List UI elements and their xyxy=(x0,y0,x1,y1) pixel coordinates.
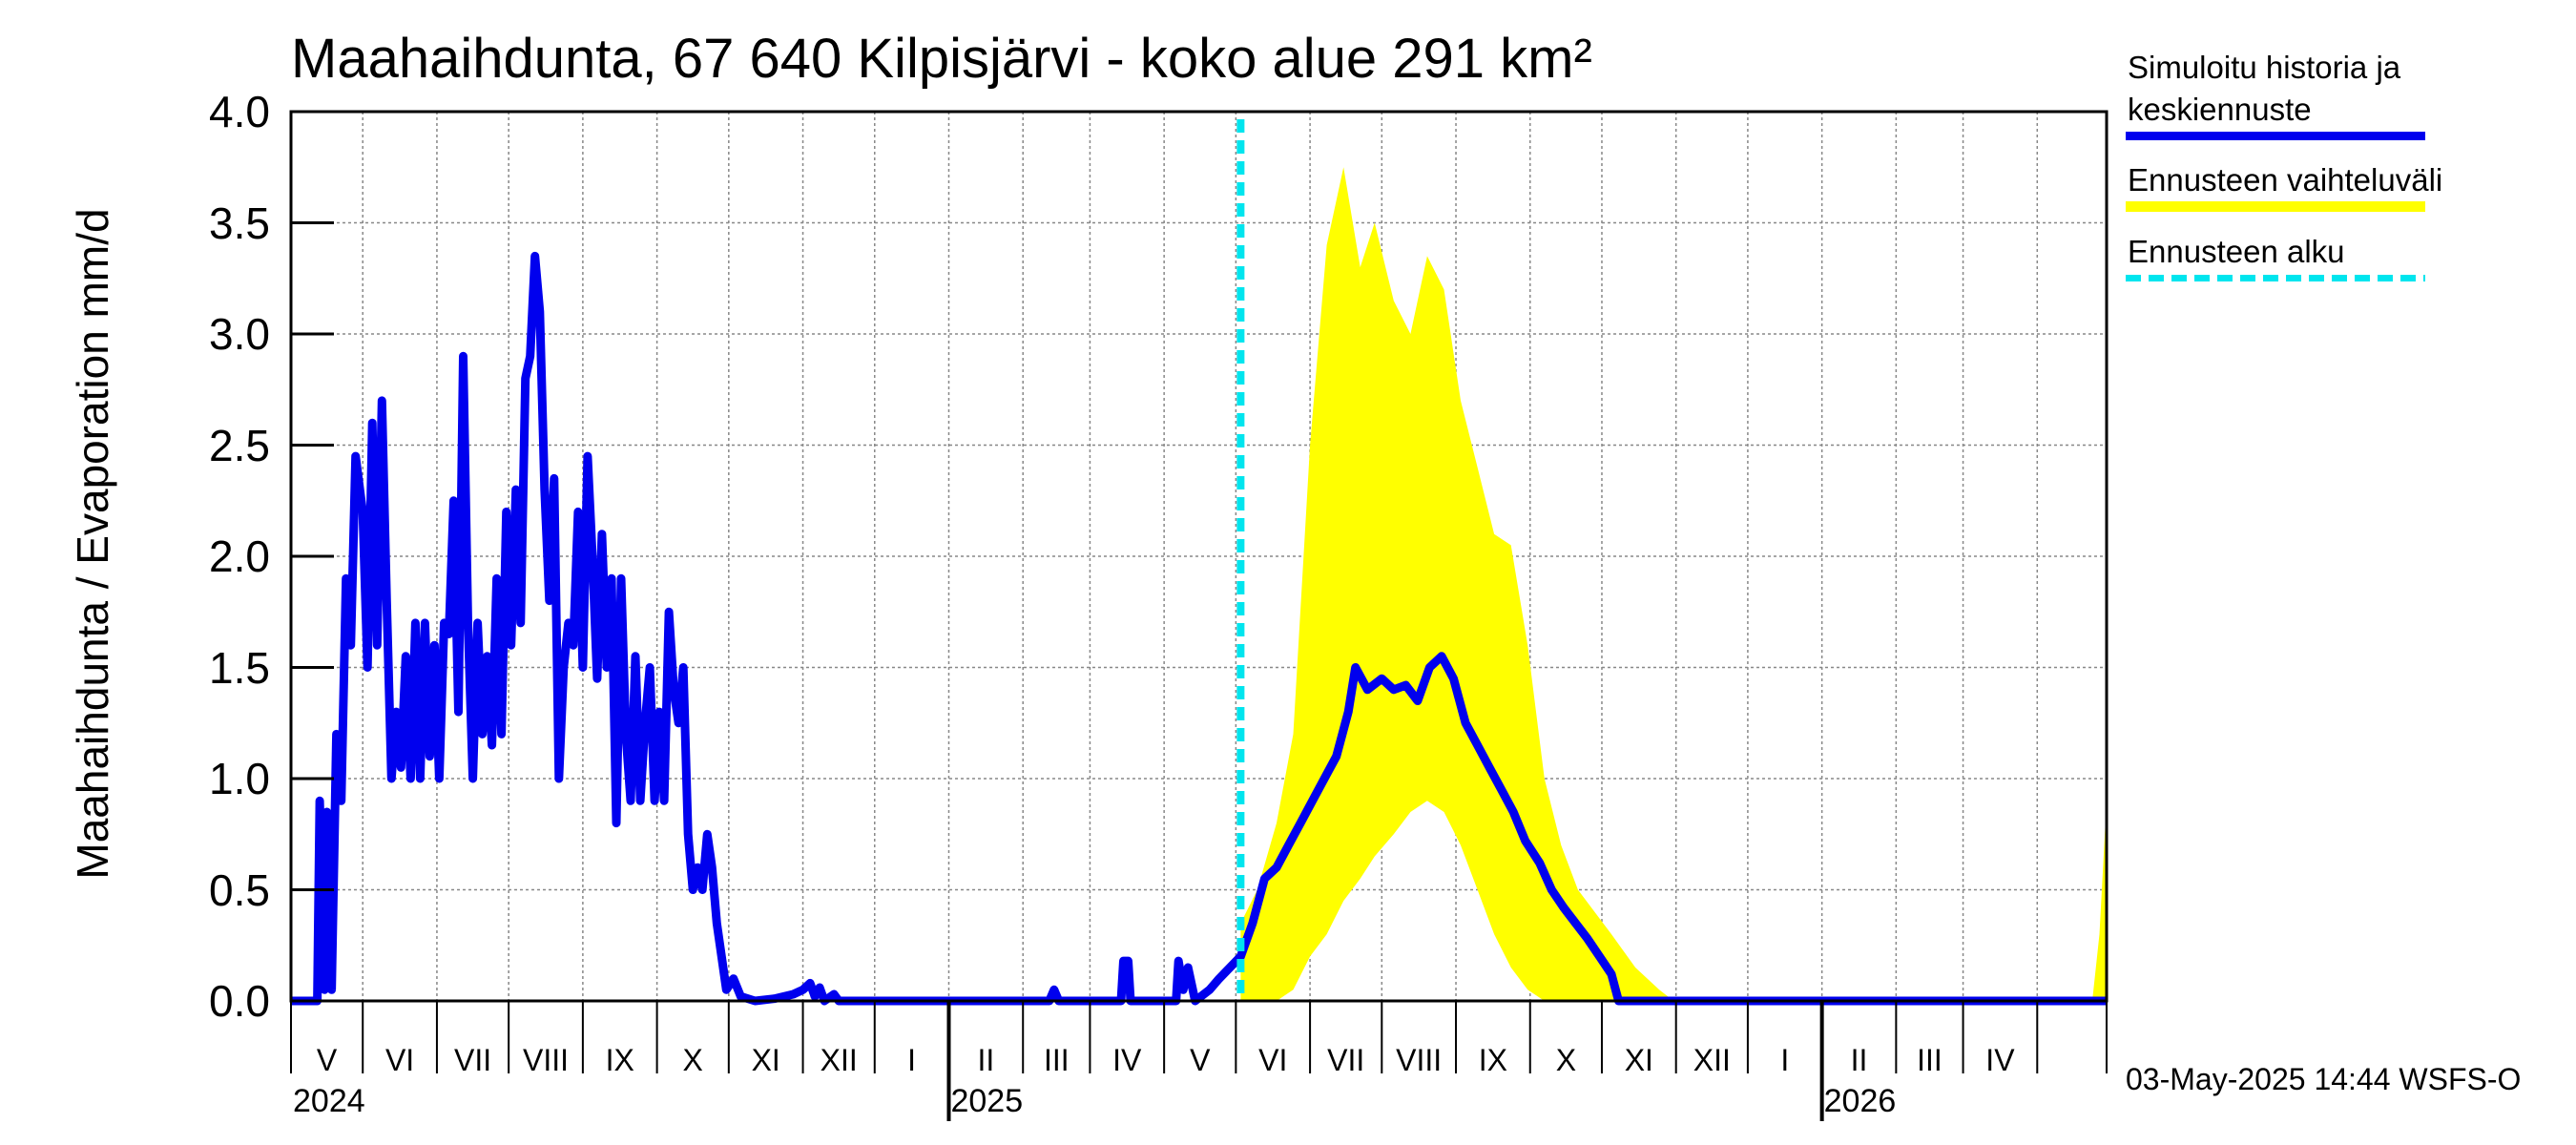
month-label: VI xyxy=(1258,1043,1288,1077)
legend-swatch-forecast-start xyxy=(2126,275,2425,281)
month-label: XII xyxy=(820,1043,858,1077)
y-tick-label: 0.5 xyxy=(209,864,270,915)
month-label: I xyxy=(1780,1043,1790,1077)
grid xyxy=(291,112,2107,1001)
legend-label-history-2: keskiennuste xyxy=(2128,92,2312,127)
y-tick-label: 2.5 xyxy=(209,420,270,470)
month-label: II xyxy=(1850,1043,1868,1077)
legend-label-range: Ennusteen vaihteluväli xyxy=(2128,162,2443,198)
month-label: IV xyxy=(1985,1043,2015,1077)
month-label: II xyxy=(977,1043,995,1077)
month-label: X xyxy=(682,1043,703,1077)
month-label: VII xyxy=(453,1043,492,1077)
month-label: X xyxy=(1555,1043,1577,1077)
month-label: V xyxy=(316,1043,338,1077)
month-label: III xyxy=(1917,1043,1942,1077)
timestamp-footer: 03-May-2025 14:44 WSFS-O xyxy=(2126,1062,2522,1096)
month-label: XI xyxy=(751,1043,780,1077)
y-tick-label: 4.0 xyxy=(209,87,270,136)
y-tick-label: 0.0 xyxy=(209,976,270,1026)
month-label: IX xyxy=(605,1043,634,1077)
y-tick-label: 1.0 xyxy=(209,754,270,803)
year-label: 2024 xyxy=(293,1083,365,1119)
month-label: VI xyxy=(384,1043,415,1077)
month-label: IV xyxy=(1112,1043,1142,1077)
month-label: XI xyxy=(1624,1043,1653,1077)
legend-swatch-history xyxy=(2126,132,2425,140)
year-label: 2025 xyxy=(950,1083,1024,1119)
chart-title: Maahaihdunta, 67 640 Kilpisjärvi - koko … xyxy=(291,28,1592,90)
year-label: 2026 xyxy=(1823,1083,1897,1119)
y-tick-label: 1.5 xyxy=(209,642,270,693)
y-tick-label: 2.0 xyxy=(209,531,270,581)
simulated-history-line xyxy=(291,251,2107,1006)
month-label: IX xyxy=(1478,1043,1508,1077)
month-label: III xyxy=(1043,1043,1070,1077)
month-label: VIII xyxy=(523,1043,570,1077)
month-label: VII xyxy=(1327,1043,1365,1077)
y-tick-label: 3.0 xyxy=(209,309,270,359)
plot-frame xyxy=(289,110,2109,1003)
legend-label-forecast-start: Ennusteen alku xyxy=(2128,234,2345,269)
y-tick-label: 3.5 xyxy=(209,198,270,248)
legend-swatch-range xyxy=(2126,201,2425,212)
month-label: V xyxy=(1190,1043,1211,1077)
month-label: XII xyxy=(1693,1043,1731,1077)
month-label: VIII xyxy=(1396,1043,1443,1077)
forecast-range-band xyxy=(1240,167,2107,1002)
axis-ticks xyxy=(290,110,2108,1121)
month-label: I xyxy=(907,1043,917,1077)
legend-label-history-1: Simuloitu historia ja xyxy=(2128,50,2401,85)
